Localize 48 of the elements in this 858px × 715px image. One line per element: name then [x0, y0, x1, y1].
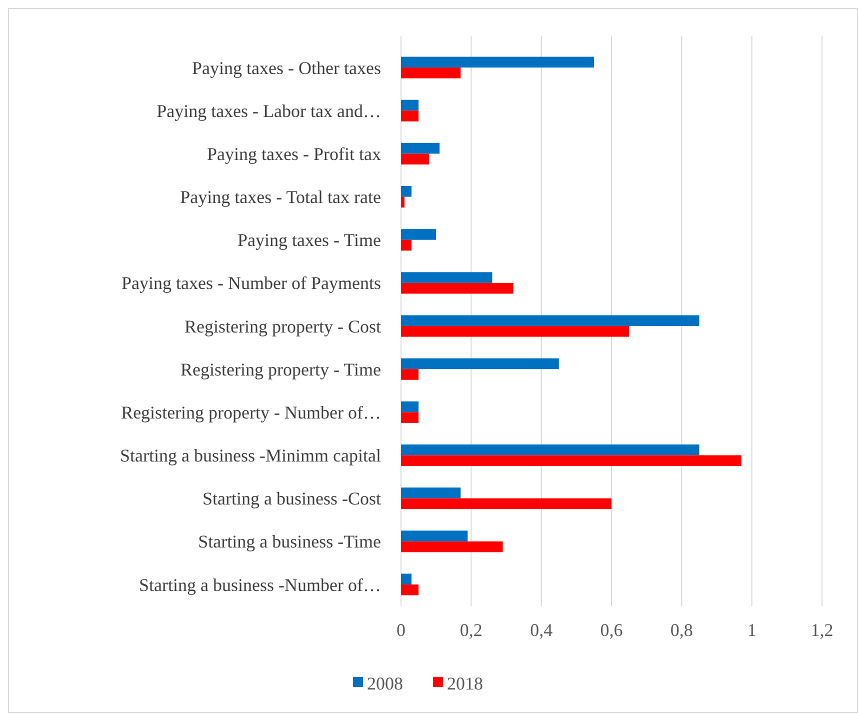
bar	[401, 282, 514, 294]
y-tick-label: Registering property - Number of…	[121, 402, 381, 422]
bar	[401, 488, 461, 498]
x-tick-label: 1	[747, 620, 756, 640]
y-tick-label: Starting a business -Cost	[202, 488, 381, 509]
bar	[401, 142, 440, 154]
y-tick-label: Starting a business -Minimm capital	[120, 446, 381, 466]
bar	[401, 541, 503, 552]
y-tick-label: Starting a business -Number of…	[139, 574, 381, 595]
bar	[401, 369, 419, 380]
bar	[401, 196, 405, 208]
bar	[401, 584, 419, 596]
y-tick-label: Paying taxes - Time	[237, 230, 382, 250]
y-tick-label: Starting a business -Time	[198, 532, 382, 552]
y-tick-label: Paying taxes - Number of Payments	[122, 273, 381, 294]
bar	[401, 240, 412, 251]
bar	[401, 110, 419, 122]
bar	[401, 272, 492, 283]
bar	[401, 401, 419, 412]
bar	[401, 56, 594, 68]
bar	[401, 444, 700, 456]
bar	[401, 229, 436, 240]
x-tick-label: 0,6	[600, 620, 623, 640]
x-tick-label: 0,2	[460, 620, 482, 640]
x-tick-label: 1,2	[810, 620, 834, 640]
bar	[401, 574, 412, 584]
bar	[401, 315, 700, 326]
bar	[401, 68, 461, 78]
legend-label: 2018	[447, 673, 483, 694]
x-tick-label: 0,8	[670, 620, 693, 640]
y-tick-label: Paying taxes - Other taxes	[192, 58, 381, 78]
bar	[401, 100, 419, 111]
x-tick-label: 0,4	[530, 620, 553, 640]
bar	[401, 530, 468, 542]
y-tick-label: Paying taxes - Profit tax	[207, 144, 381, 164]
bar	[401, 154, 430, 164]
bar	[401, 412, 419, 423]
y-tick-label: Paying taxes - Labor tax and…	[156, 100, 381, 121]
bar	[401, 498, 612, 510]
bar	[401, 326, 630, 337]
y-tick-label: Registering property - Cost	[184, 316, 381, 336]
bar	[401, 358, 559, 370]
y-tick-label: Paying taxes - Total tax rate	[180, 187, 381, 208]
y-tick-label: Registering property - Time	[180, 359, 381, 380]
x-tick-label: 0	[396, 620, 406, 640]
bar	[401, 186, 412, 197]
legend-label: 2008	[367, 673, 403, 694]
bar	[401, 455, 742, 466]
